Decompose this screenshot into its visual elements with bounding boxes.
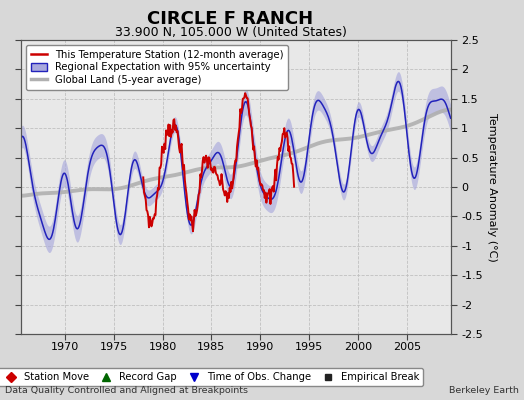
Text: CIRCLE F RANCH: CIRCLE F RANCH	[147, 10, 314, 28]
Text: 33.900 N, 105.000 W (United States): 33.900 N, 105.000 W (United States)	[115, 26, 346, 39]
Text: Data Quality Controlled and Aligned at Breakpoints: Data Quality Controlled and Aligned at B…	[5, 386, 248, 395]
Y-axis label: Temperature Anomaly (°C): Temperature Anomaly (°C)	[487, 113, 497, 261]
Text: Berkeley Earth: Berkeley Earth	[449, 386, 519, 395]
Legend: Station Move, Record Gap, Time of Obs. Change, Empirical Break: Station Move, Record Gap, Time of Obs. C…	[0, 368, 423, 386]
